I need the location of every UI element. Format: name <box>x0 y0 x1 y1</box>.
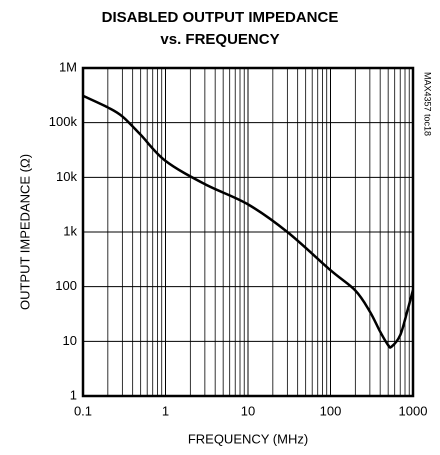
annotation: MAX4357 toc18 <box>423 72 433 136</box>
data-line <box>83 94 413 349</box>
x-tick-label: 0.1 <box>74 403 92 418</box>
y-tick-label: 1M <box>59 59 77 74</box>
y-tick-label: 1k <box>63 223 77 238</box>
y-tick-label: 10k <box>56 169 77 184</box>
y-tick-label: 100 <box>55 278 77 293</box>
chart-subtitle: vs. FREQUENCY <box>160 31 279 48</box>
x-tick-label: 1 <box>162 403 169 418</box>
plot-frame <box>81 66 415 398</box>
y-tick-label: 1 <box>70 387 77 402</box>
x-tick-label: 100 <box>320 403 342 418</box>
y-axis-label: OUTPUT IMPEDANCE (Ω) <box>17 154 32 310</box>
chart-title: DISABLED OUTPUT IMPEDANCE <box>102 9 339 26</box>
y-tick-label: 100k <box>49 114 78 129</box>
x-axis-label: FREQUENCY (MHz) <box>188 431 308 446</box>
y-tick-label: 10 <box>63 333 77 348</box>
x-tick-label: 10 <box>241 403 255 418</box>
x-tick-label: 1000 <box>399 403 428 418</box>
